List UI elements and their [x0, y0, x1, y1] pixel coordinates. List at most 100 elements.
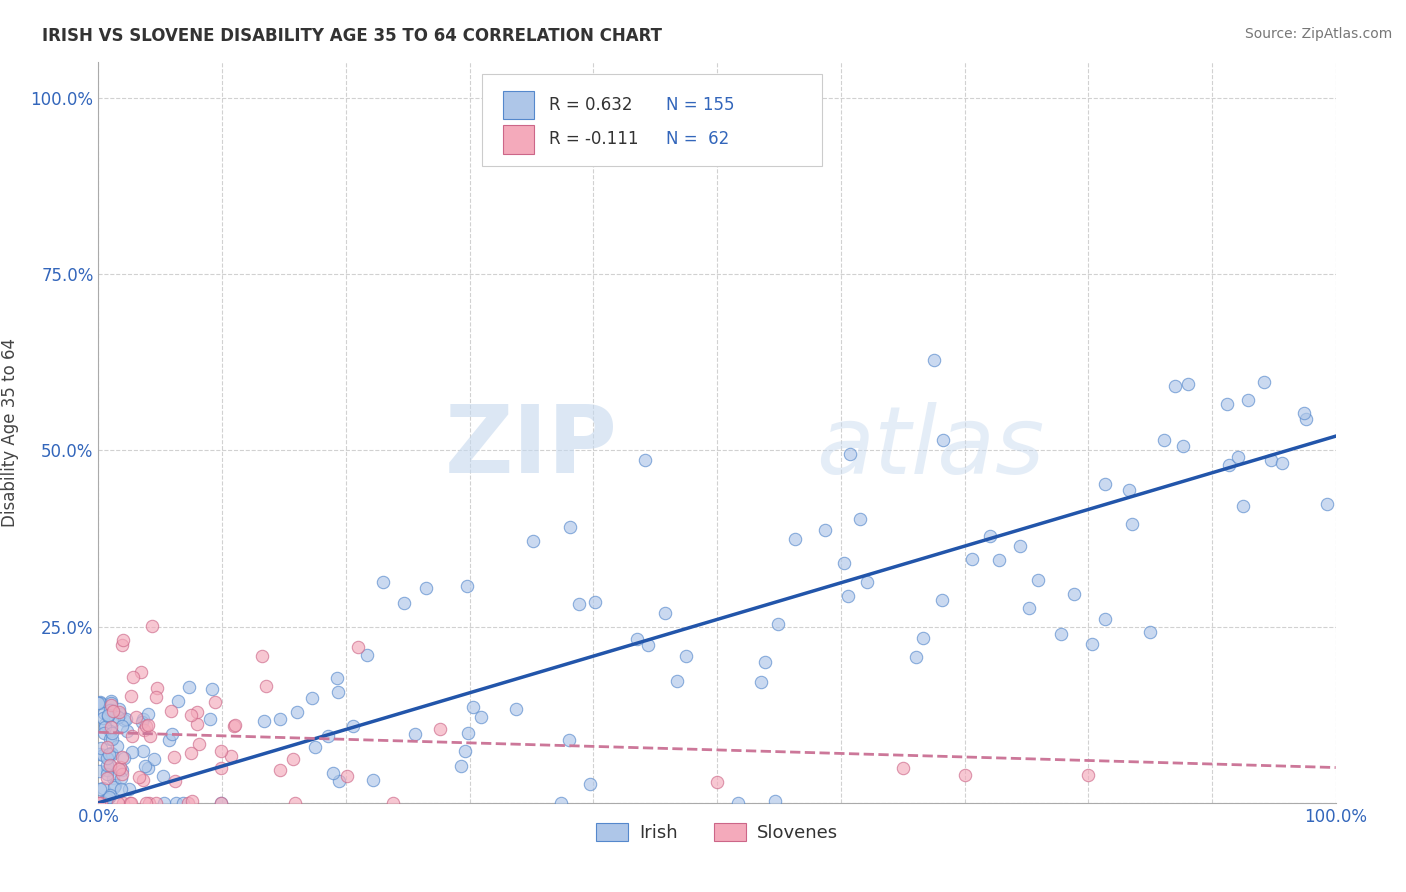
Point — [96, 750, 118, 764]
Point — [1215, 397, 1237, 411]
Point — [152, 769, 174, 783]
Point — [136, 718, 159, 732]
Point — [180, 747, 202, 761]
Point — [96, 791, 118, 805]
Point — [160, 727, 183, 741]
Point — [180, 794, 202, 808]
Point — [90, 740, 112, 755]
Point — [180, 708, 202, 723]
Point — [1094, 477, 1116, 491]
Point — [1232, 500, 1254, 514]
Point — [450, 758, 472, 772]
Point — [134, 723, 156, 737]
Point — [107, 705, 129, 719]
Point — [1018, 601, 1040, 615]
Point — [103, 780, 125, 795]
Point — [187, 737, 209, 751]
Point — [98, 789, 121, 803]
Point — [179, 680, 201, 694]
Point — [104, 778, 127, 792]
Point — [97, 747, 120, 761]
Point — [1010, 539, 1032, 553]
Point — [209, 761, 232, 775]
Point — [328, 774, 350, 789]
Point — [90, 796, 112, 810]
Point — [100, 697, 122, 711]
Point — [138, 796, 160, 810]
Point — [201, 681, 224, 696]
Text: IRISH VS SLOVENE DISABILITY AGE 35 TO 64 CORRELATION CHART: IRISH VS SLOVENE DISABILITY AGE 35 TO 64… — [42, 27, 662, 45]
Point — [284, 796, 307, 810]
Point — [198, 713, 221, 727]
Point — [165, 796, 187, 810]
Point — [328, 685, 350, 699]
Point — [145, 796, 167, 810]
Point — [763, 793, 786, 807]
Point — [665, 673, 688, 688]
Point — [1063, 587, 1085, 601]
Point — [1118, 483, 1140, 498]
Point — [1094, 612, 1116, 626]
Point — [336, 769, 359, 783]
Point — [136, 762, 159, 776]
Point — [111, 633, 134, 648]
Point — [108, 702, 131, 716]
Point — [97, 708, 120, 723]
Point — [626, 632, 648, 646]
Point — [1177, 376, 1199, 391]
Point — [160, 704, 183, 718]
Point — [101, 747, 124, 761]
Point — [101, 704, 124, 718]
Point — [204, 694, 226, 708]
Point — [1139, 625, 1161, 640]
Text: ZIP: ZIP — [446, 401, 619, 493]
Point — [1153, 433, 1175, 447]
Point — [98, 724, 121, 739]
Point — [100, 703, 122, 717]
Point — [727, 796, 749, 810]
Point — [1316, 497, 1339, 511]
Point — [1292, 406, 1315, 420]
Point — [371, 574, 394, 589]
Point — [96, 763, 118, 777]
Point — [89, 747, 111, 761]
Point — [454, 744, 477, 758]
Point — [110, 760, 132, 774]
Point — [856, 575, 879, 590]
Point — [108, 763, 131, 777]
Point — [98, 759, 121, 773]
Point — [839, 447, 862, 461]
Point — [326, 671, 349, 685]
Point — [415, 582, 437, 596]
Point — [87, 696, 110, 710]
Point — [129, 665, 152, 679]
Point — [209, 796, 232, 810]
Point — [98, 732, 121, 747]
Point — [111, 763, 134, 777]
Point — [135, 796, 157, 810]
Point — [91, 748, 114, 763]
Point — [1295, 411, 1317, 425]
Point — [101, 771, 124, 785]
Point — [1077, 767, 1099, 781]
Point — [1171, 439, 1194, 453]
Point — [1236, 393, 1258, 408]
Point — [583, 595, 606, 609]
Point — [557, 732, 579, 747]
Point — [112, 751, 135, 765]
Point — [463, 700, 485, 714]
Point — [101, 726, 124, 740]
Point — [111, 767, 134, 781]
Point — [120, 689, 142, 703]
Point — [100, 720, 122, 734]
Point — [1026, 573, 1049, 587]
Point — [100, 698, 122, 712]
Point — [209, 744, 232, 758]
Point — [342, 719, 364, 733]
Point — [118, 796, 141, 810]
Point — [356, 648, 378, 663]
Point — [136, 706, 159, 721]
Point — [960, 552, 983, 566]
Point — [98, 758, 121, 772]
Point — [849, 512, 872, 526]
